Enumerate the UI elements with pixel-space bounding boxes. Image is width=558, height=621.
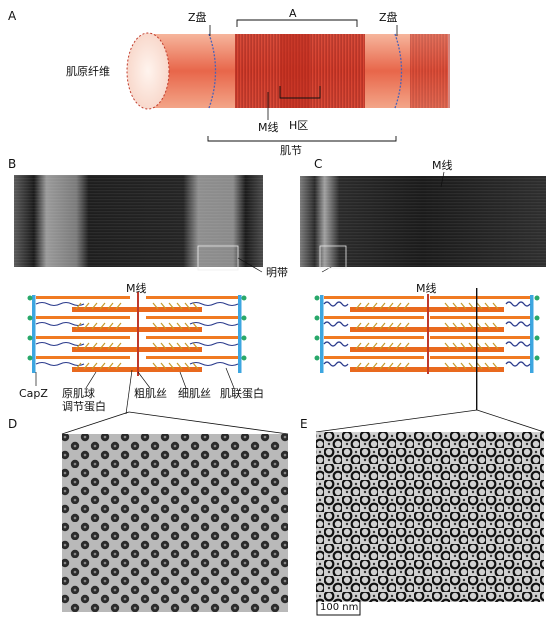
thick-filament-label: 粗肌丝 — [134, 387, 167, 400]
capz-label: CapZ — [19, 387, 48, 400]
m-line-label-left: M线 — [126, 281, 147, 295]
scale-bar-label: 100 nm — [320, 602, 358, 613]
z-disc-label-right: Z盘 — [379, 10, 398, 24]
panel-label-c: C — [314, 157, 322, 171]
h-zone-label: H区 — [289, 119, 308, 132]
z-disc-label-left: Z盘 — [188, 10, 207, 24]
tropomodulin-line-2: 调节蛋白 — [62, 399, 106, 413]
panel-label-e: E — [300, 417, 308, 431]
sarcomere-label: 肌节 — [280, 144, 302, 157]
schematic-left-leaders — [35, 367, 235, 415]
myofibril-illustration — [126, 32, 450, 110]
m-line-label-right: M线 — [416, 281, 437, 295]
panel-label-b: B — [8, 157, 16, 171]
zoom-lines-e — [315, 409, 545, 433]
tropomodulin-label: 原肌球调节蛋白 — [62, 386, 106, 413]
panel-label-a: A — [8, 9, 17, 23]
m-line-label-c: M线 — [432, 158, 453, 172]
a-band-bracket — [236, 19, 358, 27]
titin-label: 肌联蛋白 — [220, 386, 264, 400]
thin-filament-label: 细肌丝 — [178, 387, 211, 400]
i-band-label: 明带 — [266, 266, 288, 279]
sarcomere-schematic-left — [27, 292, 247, 376]
sarcomere-schematic-right — [314, 288, 540, 410]
scale-bar — [316, 600, 361, 616]
myofibril-label: 肌原纤维 — [66, 65, 110, 78]
panel-label-d: D — [8, 417, 17, 431]
em-image-c — [300, 176, 546, 269]
em-image-b — [14, 175, 263, 271]
cross-section-image-d — [62, 434, 288, 612]
m-line-label-a: M线 — [258, 120, 279, 134]
cross-section-image-e — [316, 432, 544, 602]
h-zone-bracket — [279, 86, 321, 99]
i-band-leader-left — [237, 257, 263, 273]
m-line-leader-c — [440, 171, 445, 188]
tropomodulin-line-1: 原肌球 — [62, 386, 95, 400]
scale-bar-label-bg — [319, 602, 359, 612]
sarcomere-bracket — [207, 136, 397, 142]
zoom-lines-d — [61, 411, 289, 435]
a-band-label: A — [289, 7, 297, 20]
